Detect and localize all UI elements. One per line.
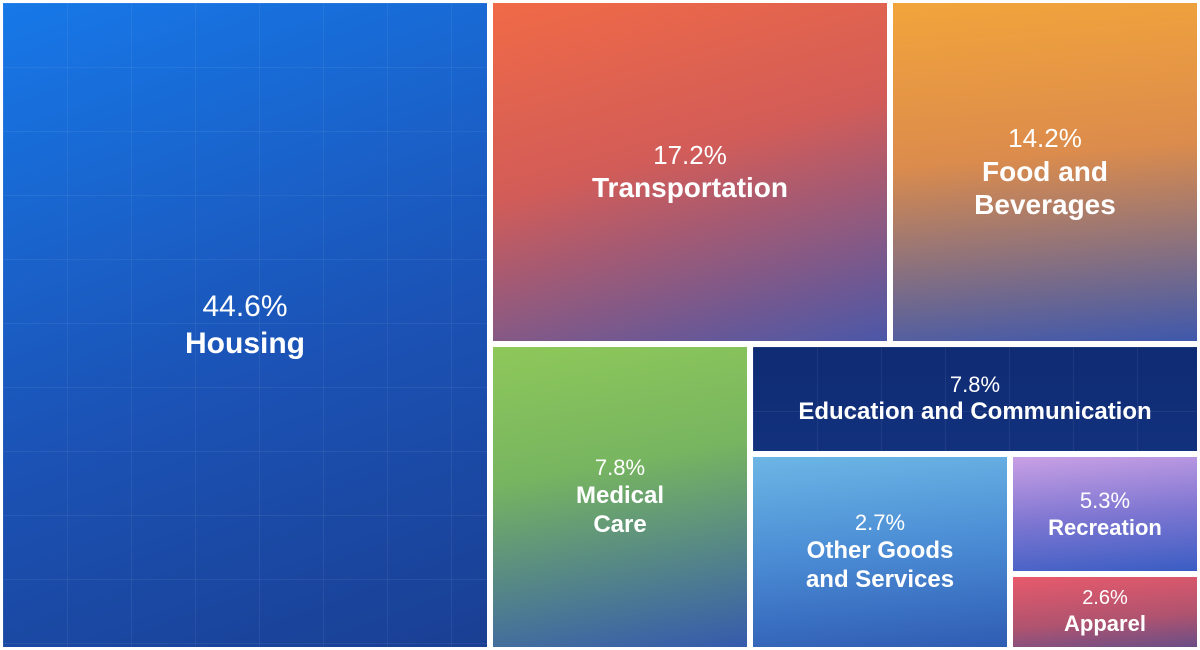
cell-medical-pct: 7.8% xyxy=(576,454,664,482)
cell-housing-label: Housing xyxy=(185,326,305,362)
cell-transportation-label: Transportation xyxy=(592,171,788,205)
cell-medical: 7.8%Medical Care xyxy=(490,344,750,650)
cell-education: 7.8%Education and Communication xyxy=(750,344,1200,454)
cell-education-pct: 7.8% xyxy=(798,371,1151,399)
cell-housing-pct: 44.6% xyxy=(185,288,305,326)
cell-recreation-label: Recreation xyxy=(1048,515,1162,541)
cell-apparel-label: Apparel xyxy=(1064,611,1146,637)
cell-education-label: Education and Communication xyxy=(798,398,1151,427)
cell-other: 2.7%Other Goods and Services xyxy=(750,454,1010,650)
cell-housing: 44.6%Housing xyxy=(0,0,490,650)
cell-apparel: 2.6%Apparel xyxy=(1010,574,1200,650)
cell-food-pct: 14.2% xyxy=(974,122,1116,155)
cell-transportation: 17.2%Transportation xyxy=(490,0,890,344)
cell-apparel-pct: 2.6% xyxy=(1064,586,1146,611)
cell-other-pct: 2.7% xyxy=(806,509,954,537)
cell-other-label: Other Goods and Services xyxy=(806,537,954,595)
cell-recreation-pct: 5.3% xyxy=(1048,487,1162,515)
cell-medical-label: Medical Care xyxy=(576,482,664,540)
cell-recreation: 5.3%Recreation xyxy=(1010,454,1200,574)
cell-food-label: Food and Beverages xyxy=(974,155,1116,222)
cell-transportation-pct: 17.2% xyxy=(592,139,788,172)
cell-food: 14.2%Food and Beverages xyxy=(890,0,1200,344)
